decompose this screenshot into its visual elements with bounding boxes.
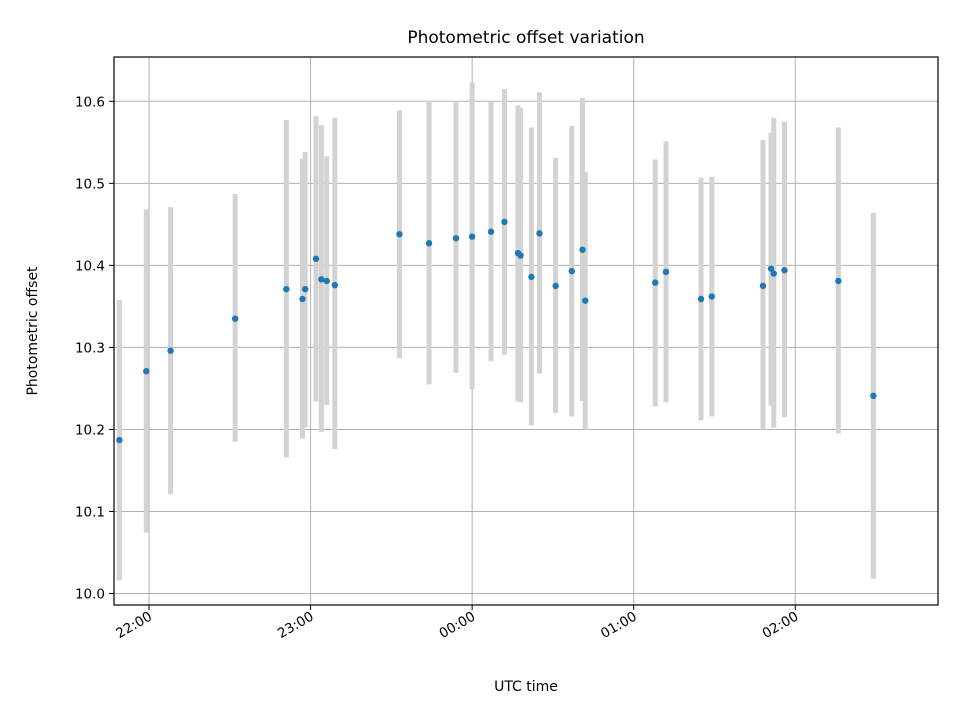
data-point bbox=[231, 315, 239, 322]
data-point bbox=[143, 367, 150, 375]
data-point bbox=[116, 436, 123, 444]
data-point bbox=[759, 282, 767, 290]
data-point bbox=[501, 218, 508, 226]
y-tick-label: 10.0 bbox=[75, 587, 105, 603]
y-axis-ticks: 10.0 10.1 10.2 10.3 10.4 10.5 10.6 bbox=[75, 94, 114, 603]
data-point bbox=[781, 267, 788, 274]
data-point bbox=[167, 347, 174, 354]
y-tick-label: 10.1 bbox=[75, 504, 105, 520]
data-point bbox=[299, 295, 306, 303]
data-point bbox=[652, 279, 659, 286]
data-point bbox=[312, 255, 320, 263]
data-point bbox=[487, 228, 495, 235]
data-point bbox=[331, 281, 339, 289]
data-point bbox=[318, 276, 325, 283]
y-tick-label: 10.2 bbox=[75, 422, 105, 438]
data-point bbox=[770, 270, 777, 277]
data-point bbox=[468, 233, 476, 240]
data-point bbox=[870, 392, 877, 400]
data-point bbox=[283, 285, 290, 293]
data-point bbox=[662, 268, 670, 276]
data-point bbox=[552, 282, 559, 290]
data-point bbox=[835, 277, 842, 285]
y-tick-label: 10.3 bbox=[75, 340, 105, 356]
y-tick-label: 10.5 bbox=[75, 176, 105, 192]
data-point bbox=[323, 277, 330, 285]
y-tick-label: 10.6 bbox=[75, 94, 105, 110]
data-point bbox=[301, 285, 309, 293]
data-point bbox=[536, 230, 543, 237]
plot-frame bbox=[113, 56, 939, 606]
chart-title: Photometric offset variation bbox=[407, 28, 644, 48]
data-point bbox=[568, 267, 575, 275]
data-point bbox=[767, 265, 775, 272]
data-point bbox=[708, 293, 716, 300]
data-markers bbox=[116, 218, 877, 444]
data-point bbox=[697, 295, 705, 303]
data-point bbox=[582, 297, 589, 304]
data-point bbox=[452, 235, 460, 242]
y-axis-label: Photometric offset bbox=[25, 266, 41, 396]
data-point bbox=[517, 252, 524, 259]
x-axis-label: UTC time bbox=[494, 679, 558, 695]
data-point bbox=[579, 246, 586, 253]
data-point bbox=[396, 230, 403, 238]
data-point bbox=[425, 240, 433, 247]
data-point bbox=[528, 273, 535, 281]
y-tick-label: 10.4 bbox=[75, 258, 105, 274]
